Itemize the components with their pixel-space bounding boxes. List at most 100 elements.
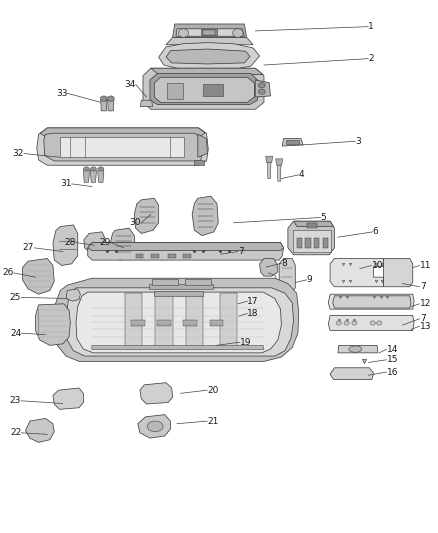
Bar xyxy=(314,238,319,248)
Polygon shape xyxy=(88,243,283,251)
Text: 21: 21 xyxy=(207,417,219,425)
Polygon shape xyxy=(328,316,414,330)
Ellipse shape xyxy=(336,321,341,325)
Text: 31: 31 xyxy=(60,180,72,188)
Ellipse shape xyxy=(107,96,114,101)
Ellipse shape xyxy=(258,89,265,94)
Bar xyxy=(168,254,176,258)
Polygon shape xyxy=(173,24,247,37)
Text: 26: 26 xyxy=(2,269,14,277)
Polygon shape xyxy=(92,345,264,350)
Bar xyxy=(157,320,171,326)
Bar xyxy=(203,84,223,96)
Ellipse shape xyxy=(377,321,382,325)
Polygon shape xyxy=(266,156,273,163)
Polygon shape xyxy=(140,383,173,404)
Polygon shape xyxy=(76,292,281,353)
Text: 8: 8 xyxy=(281,259,287,268)
Polygon shape xyxy=(90,171,96,182)
Bar xyxy=(201,29,217,35)
Polygon shape xyxy=(384,259,413,287)
Polygon shape xyxy=(66,289,80,301)
Polygon shape xyxy=(260,259,278,276)
Text: 24: 24 xyxy=(10,329,21,337)
Polygon shape xyxy=(194,160,204,165)
Bar xyxy=(131,320,145,326)
Polygon shape xyxy=(338,345,378,353)
Text: 12: 12 xyxy=(420,300,431,308)
Text: 29: 29 xyxy=(99,238,111,247)
Polygon shape xyxy=(44,133,202,161)
Polygon shape xyxy=(330,368,374,379)
Polygon shape xyxy=(141,100,152,107)
Bar xyxy=(323,238,328,248)
Bar xyxy=(184,254,191,258)
Text: 20: 20 xyxy=(207,386,219,394)
Bar xyxy=(151,254,159,258)
Polygon shape xyxy=(101,100,107,111)
Polygon shape xyxy=(88,243,283,260)
Text: 4: 4 xyxy=(299,171,304,179)
Text: 13: 13 xyxy=(420,322,431,330)
Bar xyxy=(307,223,318,228)
Polygon shape xyxy=(333,296,411,308)
Ellipse shape xyxy=(98,167,104,171)
Bar xyxy=(293,230,331,252)
Polygon shape xyxy=(53,225,78,265)
Text: 5: 5 xyxy=(321,213,326,222)
Ellipse shape xyxy=(100,96,107,101)
Text: 14: 14 xyxy=(387,345,398,353)
Ellipse shape xyxy=(370,321,375,325)
Polygon shape xyxy=(35,304,71,345)
Polygon shape xyxy=(255,80,271,97)
Polygon shape xyxy=(83,171,89,182)
Polygon shape xyxy=(111,228,136,260)
Polygon shape xyxy=(40,128,205,138)
Bar xyxy=(286,140,299,144)
Bar xyxy=(155,293,173,349)
Polygon shape xyxy=(166,37,253,45)
Text: 30: 30 xyxy=(130,219,141,227)
Text: 22: 22 xyxy=(10,429,21,437)
Polygon shape xyxy=(143,68,264,109)
Bar xyxy=(148,284,213,289)
Polygon shape xyxy=(37,128,208,165)
Text: 3: 3 xyxy=(355,137,361,146)
Polygon shape xyxy=(154,77,254,102)
Polygon shape xyxy=(108,100,114,111)
Text: 7: 7 xyxy=(238,247,244,256)
Bar xyxy=(60,137,184,157)
Ellipse shape xyxy=(349,346,362,352)
Bar xyxy=(209,320,223,326)
Text: 23: 23 xyxy=(10,397,21,405)
Text: 32: 32 xyxy=(12,149,24,158)
Text: 34: 34 xyxy=(124,80,136,88)
Text: 11: 11 xyxy=(420,261,431,270)
Text: 19: 19 xyxy=(240,338,251,346)
Bar xyxy=(152,279,178,285)
Polygon shape xyxy=(150,74,258,104)
Polygon shape xyxy=(293,221,334,227)
Ellipse shape xyxy=(178,29,189,37)
Bar xyxy=(154,291,203,296)
Polygon shape xyxy=(279,259,295,296)
Polygon shape xyxy=(22,259,54,294)
Polygon shape xyxy=(54,278,299,361)
Bar xyxy=(125,293,142,349)
Ellipse shape xyxy=(233,29,243,37)
Polygon shape xyxy=(66,288,293,356)
Bar xyxy=(186,293,203,349)
Bar xyxy=(184,320,198,326)
Polygon shape xyxy=(288,221,335,255)
Bar xyxy=(297,238,302,248)
Polygon shape xyxy=(134,198,159,233)
Polygon shape xyxy=(151,68,263,75)
Text: 7: 7 xyxy=(420,314,425,323)
Text: 9: 9 xyxy=(307,276,312,284)
Polygon shape xyxy=(330,259,384,287)
Polygon shape xyxy=(138,415,170,438)
Text: 17: 17 xyxy=(247,297,259,305)
Text: 6: 6 xyxy=(373,228,378,236)
Polygon shape xyxy=(53,388,83,409)
Bar xyxy=(203,30,215,35)
